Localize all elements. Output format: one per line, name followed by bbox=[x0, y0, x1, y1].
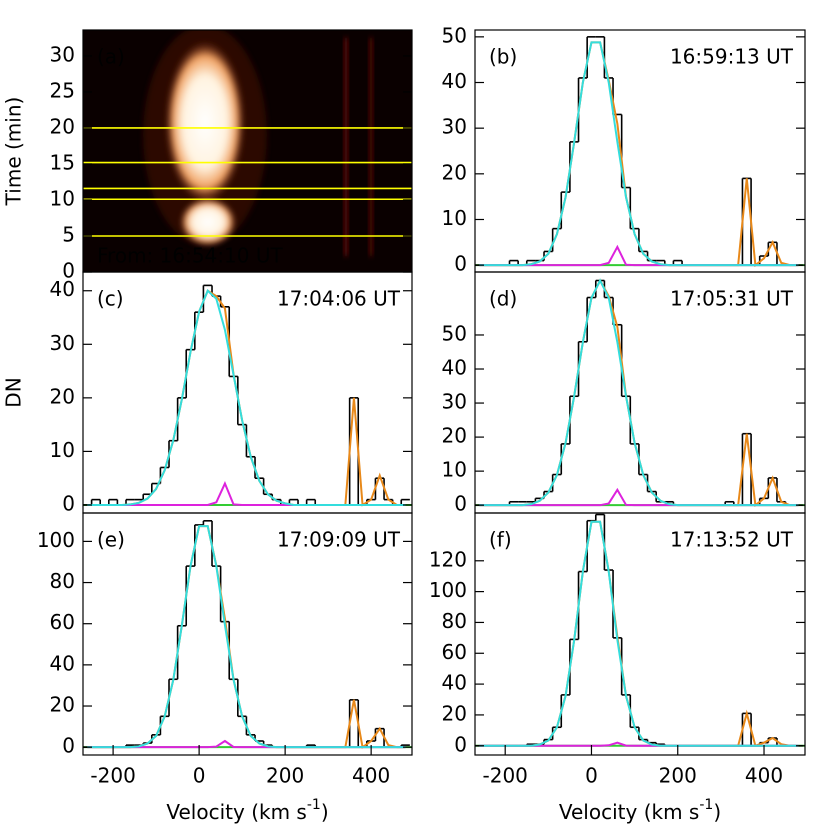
y-tick-label: 40 bbox=[442, 356, 467, 380]
plot-area bbox=[83, 520, 412, 749]
panel-label: (b) bbox=[489, 45, 517, 69]
panel: 0 10 20 30 40 50 (d) 17:05:31 UT bbox=[442, 271, 806, 516]
panel-label: (c) bbox=[97, 287, 124, 311]
y-tick-label: 0 bbox=[454, 492, 467, 516]
panel: 0 10 20 30 40 DN (c) 17:04:06 UT bbox=[2, 271, 413, 515]
axes-frame bbox=[82, 512, 413, 756]
x-tick-label: 400 bbox=[745, 764, 783, 788]
step-connector bbox=[90, 285, 403, 505]
image-streak bbox=[369, 38, 373, 256]
y-tick-label: 5 bbox=[62, 222, 75, 246]
x-axis-label: Velocity (km s-1) bbox=[559, 797, 721, 824]
y-tick-label: 20 bbox=[50, 384, 75, 408]
y-tick-label: 0 bbox=[62, 259, 75, 283]
y-tick-label: 0 bbox=[62, 491, 75, 515]
annotation: From: 16:54:10 UT bbox=[97, 244, 283, 268]
y-tick-label: 40 bbox=[50, 277, 75, 301]
annotation: 17:13:52 UT bbox=[670, 528, 794, 552]
panel: 0 10 20 30 40 50 (b) 16:59:13 UT bbox=[442, 23, 806, 276]
panel: 0 20 40 60 80 100 -200 0 200 400 Velocity (km s-1)… bbox=[37, 512, 413, 824]
step-connector bbox=[508, 280, 787, 506]
y-tick-label: 0 bbox=[62, 734, 75, 758]
x-axis-label-part: ) bbox=[713, 800, 721, 824]
axes-frame bbox=[474, 512, 806, 756]
y-tick-label: 120 bbox=[429, 547, 467, 571]
panel-label: (a) bbox=[97, 45, 125, 69]
annotation: 17:09:09 UT bbox=[277, 528, 401, 552]
y-tick-label: 50 bbox=[442, 23, 467, 47]
fit-curve bbox=[87, 525, 406, 749]
fit-curve bbox=[479, 41, 799, 267]
y-tick-label: 30 bbox=[442, 115, 467, 139]
y-tick-label: 10 bbox=[50, 186, 75, 210]
y-tick-label: 20 bbox=[50, 114, 75, 138]
y-tick-label: 60 bbox=[50, 610, 75, 634]
y-tick-label: 10 bbox=[442, 458, 467, 482]
x-axis-label: Velocity (km s-1) bbox=[166, 797, 328, 824]
image-streak bbox=[344, 38, 348, 256]
fit-curve bbox=[479, 520, 799, 747]
panel: 0 5 10 15 20 25 30 Time (min) (a) From: 16:54:10 … bbox=[2, 29, 413, 283]
y-tick-label: 60 bbox=[442, 640, 467, 664]
y-tick-label: 30 bbox=[50, 42, 75, 66]
plot-area bbox=[475, 278, 805, 508]
image-blob bbox=[180, 198, 236, 246]
plot-area bbox=[475, 513, 805, 748]
x-axis-label-part: Velocity (km s bbox=[559, 800, 699, 824]
step-connector bbox=[125, 520, 403, 748]
x-axis-label-part: Velocity (km s bbox=[166, 800, 306, 824]
y-tick-label: 15 bbox=[50, 150, 75, 174]
annotation: 17:04:06 UT bbox=[277, 287, 401, 311]
annotation: 16:59:13 UT bbox=[670, 45, 794, 69]
y-tick-label: 0 bbox=[454, 732, 467, 756]
y-tick-label: 10 bbox=[442, 206, 467, 230]
x-axis-label-part: -1 bbox=[307, 797, 321, 813]
panel: 0 20 40 60 80 100 120 -200 0 200 400 Velocity (km s… bbox=[429, 512, 806, 824]
y-axis-label: Time (min) bbox=[2, 97, 26, 207]
x-tick-label: 0 bbox=[193, 764, 206, 788]
x-tick-label: 200 bbox=[659, 764, 697, 788]
panel-label: (e) bbox=[97, 528, 125, 552]
image-blob bbox=[165, 40, 245, 204]
x-tick-label: 200 bbox=[266, 764, 304, 788]
panel-label: (d) bbox=[489, 287, 517, 311]
x-tick-label: 0 bbox=[585, 764, 598, 788]
y-tick-label: 50 bbox=[442, 321, 467, 345]
y-tick-label: 20 bbox=[442, 701, 467, 725]
y-tick-label: 30 bbox=[50, 331, 75, 355]
y-tick-label: 40 bbox=[50, 651, 75, 675]
panel-label: (f) bbox=[489, 528, 512, 552]
x-tick-label: -200 bbox=[483, 764, 528, 788]
fit-curve bbox=[479, 520, 799, 748]
y-tick-label: 20 bbox=[50, 693, 75, 717]
y-tick-label: 100 bbox=[429, 578, 467, 602]
y-tick-label: 30 bbox=[442, 390, 467, 414]
y-tick-label: 25 bbox=[50, 78, 75, 102]
y-tick-label: 100 bbox=[37, 528, 75, 552]
x-tick-label: -200 bbox=[90, 764, 135, 788]
fit-curve bbox=[87, 289, 406, 506]
plot-area bbox=[475, 36, 805, 268]
step-connector bbox=[508, 36, 778, 266]
y-tick-label: 0 bbox=[454, 252, 467, 276]
x-tick-label: 400 bbox=[352, 764, 390, 788]
annotation: 17:05:31 UT bbox=[670, 287, 794, 311]
x-axis-label-part: -1 bbox=[699, 797, 713, 813]
y-tick-label: 40 bbox=[442, 671, 467, 695]
y-tick-label: 10 bbox=[50, 438, 75, 462]
x-axis-label-part: ) bbox=[321, 800, 329, 824]
y-axis-label: DN bbox=[2, 377, 26, 407]
fit-curve bbox=[479, 278, 799, 507]
plot-area bbox=[83, 30, 412, 272]
y-tick-label: 40 bbox=[442, 69, 467, 93]
y-tick-label: 80 bbox=[50, 569, 75, 593]
plot-area bbox=[83, 284, 412, 507]
y-tick-label: 80 bbox=[442, 609, 467, 633]
y-tick-label: 20 bbox=[442, 160, 467, 184]
y-tick-label: 20 bbox=[442, 424, 467, 448]
